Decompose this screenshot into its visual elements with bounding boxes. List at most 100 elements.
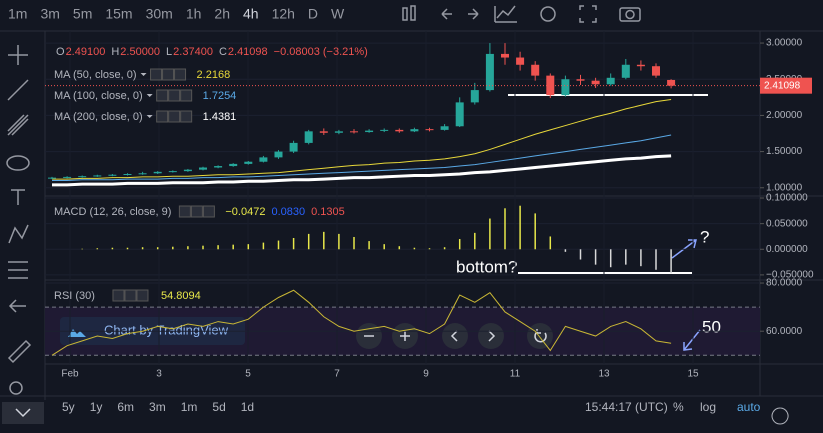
- indicators-icon[interactable]: [494, 5, 517, 23]
- candle-body: [667, 79, 676, 86]
- macd-value: −0.0472: [225, 206, 265, 218]
- candle-body: [123, 174, 132, 176]
- redo-icon[interactable]: [468, 8, 479, 20]
- candle-body: [561, 79, 570, 96]
- range-button[interactable]: 1d: [241, 400, 254, 414]
- scroll-left-button[interactable]: [442, 323, 468, 349]
- legend-button[interactable]: [174, 68, 187, 81]
- rsi-label: RSI (30): [54, 290, 95, 302]
- candle-body: [48, 177, 56, 179]
- interval-button[interactable]: D: [308, 6, 318, 22]
- candle-body: [244, 161, 253, 164]
- legend-button[interactable]: [168, 89, 181, 102]
- x-tick-label: 5: [245, 369, 251, 380]
- range-button[interactable]: 1m: [181, 400, 198, 414]
- candles-icon[interactable]: [402, 7, 408, 21]
- x-tick-label: 11: [510, 369, 521, 380]
- screenshot-icon[interactable]: [625, 9, 635, 20]
- back-tool[interactable]: [8, 299, 26, 313]
- overlay-text: Chart by TradingView: [104, 322, 229, 337]
- scroll-right-button[interactable]: [478, 323, 504, 349]
- candle-body: [304, 131, 313, 143]
- axis-option[interactable]: log: [700, 400, 716, 414]
- dropdown[interactable]: [140, 73, 147, 76]
- candle-body: [576, 79, 585, 81]
- rsi-line: [51, 289, 672, 356]
- legend-button[interactable]: [168, 110, 181, 123]
- interval-button[interactable]: 5m: [73, 6, 92, 22]
- x-tick-label: 9: [423, 369, 429, 380]
- collapse-button[interactable]: [2, 402, 44, 424]
- dropdown[interactable]: [146, 94, 153, 97]
- fullscreen-icon[interactable]: [579, 5, 597, 23]
- text-tool[interactable]: [11, 189, 25, 205]
- axis-option[interactable]: %: [673, 400, 684, 414]
- legend-button[interactable]: [202, 205, 215, 218]
- candles-icon[interactable]: [410, 5, 416, 21]
- indicator-label: MA (50, close, 0): [54, 69, 137, 81]
- legend-button[interactable]: [156, 89, 169, 102]
- interval-button[interactable]: 2h: [214, 6, 230, 22]
- interval-button[interactable]: 1h: [186, 6, 202, 22]
- legend-button[interactable]: [124, 289, 137, 302]
- candle-body: [410, 129, 419, 132]
- zoom-tool[interactable]: [9, 381, 23, 395]
- dropdown[interactable]: [146, 115, 153, 118]
- legend-button[interactable]: [156, 110, 169, 123]
- candle-body: [395, 129, 404, 132]
- interval-button[interactable]: 3m: [40, 6, 59, 22]
- range-button[interactable]: 5d: [212, 400, 225, 414]
- reset-button[interactable]: [527, 323, 553, 349]
- legend-button[interactable]: [180, 89, 193, 102]
- x-tick-label: 7: [334, 369, 340, 380]
- ohlc-key: H: [111, 46, 119, 58]
- crosshair-tool[interactable]: [8, 45, 28, 65]
- range-button[interactable]: 5y: [62, 400, 75, 414]
- prediction-tool[interactable]: [8, 261, 28, 279]
- interval-button[interactable]: 15m: [105, 6, 132, 22]
- legend-button[interactable]: [112, 289, 125, 302]
- interval-button[interactable]: 30m: [146, 6, 173, 22]
- measure-tool[interactable]: [7, 339, 32, 364]
- legend-button[interactable]: [190, 205, 203, 218]
- range-button[interactable]: 3m: [149, 400, 166, 414]
- macd-value: 0.1305: [311, 206, 345, 218]
- range-button[interactable]: 1y: [90, 400, 103, 414]
- legend-button[interactable]: [136, 289, 149, 302]
- ohlc-key: O: [56, 46, 65, 58]
- shape-tool[interactable]: [6, 155, 30, 171]
- ohlc-value: 2.37400: [173, 46, 213, 58]
- candle-body: [153, 171, 162, 174]
- settings-icon[interactable]: [540, 6, 556, 22]
- y-tick-label: 1.50000: [766, 146, 803, 157]
- candle-body: [334, 131, 343, 133]
- settings-button[interactable]: [771, 407, 789, 425]
- ohlc-value: 2.50000: [120, 46, 160, 58]
- interval-button[interactable]: 1m: [8, 6, 27, 22]
- candle-body: [229, 163, 238, 167]
- legend-button[interactable]: [178, 205, 191, 218]
- candle-body: [546, 75, 555, 96]
- interval-button[interactable]: W: [331, 6, 345, 22]
- undo-icon[interactable]: [441, 8, 452, 20]
- legend-button[interactable]: [162, 68, 175, 81]
- candle-body: [319, 131, 328, 133]
- x-tick-label: 13: [598, 369, 610, 380]
- legend-button[interactable]: [150, 68, 163, 81]
- x-tick-label: Feb: [61, 369, 79, 380]
- collapse-icon: [15, 408, 31, 418]
- range-button[interactable]: 6m: [117, 400, 134, 414]
- macd-value: 0.0830: [271, 206, 305, 218]
- pattern-tool[interactable]: [8, 224, 29, 244]
- trendline-tool[interactable]: [7, 79, 29, 101]
- candle-body: [214, 166, 223, 168]
- interval-button[interactable]: 12h: [272, 6, 295, 22]
- interval-button[interactable]: 4h: [243, 6, 259, 22]
- screenshot-icon[interactable]: [619, 7, 641, 22]
- candle-body: [606, 77, 615, 85]
- y-tick-label: 3.00000: [766, 38, 803, 49]
- axis-option[interactable]: auto: [737, 400, 761, 414]
- fib-tool[interactable]: [7, 114, 29, 136]
- legend-button[interactable]: [180, 110, 193, 123]
- candle-body: [93, 175, 102, 177]
